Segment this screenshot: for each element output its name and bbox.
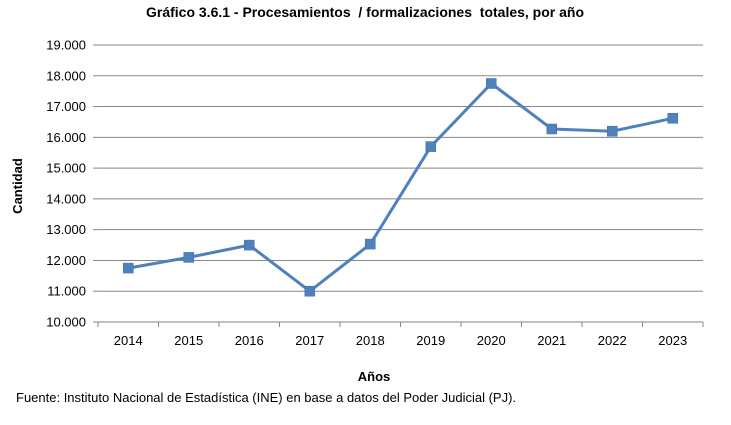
data-point-2023 bbox=[667, 113, 679, 124]
y-axis-title: Cantidad bbox=[10, 158, 25, 214]
y-tick-label: 13.000 bbox=[46, 222, 86, 237]
x-tick-label: 2022 bbox=[598, 333, 627, 348]
x-tick-label: 2019 bbox=[416, 333, 445, 348]
series-line bbox=[128, 82, 674, 293]
x-tick-label: 2014 bbox=[114, 333, 143, 348]
data-point-2016 bbox=[244, 239, 255, 251]
data-point-2014 bbox=[123, 262, 134, 274]
x-tick-label: 2016 bbox=[235, 333, 264, 348]
x-tick-label: 2023 bbox=[658, 333, 687, 348]
y-tick-label: 17.000 bbox=[46, 99, 86, 114]
x-tick-label: 2020 bbox=[477, 333, 506, 348]
data-point-2015 bbox=[183, 252, 195, 263]
y-axis-ticks: 10.000 11.000 12.000 13.000 14.000 15.000 16.0… bbox=[46, 38, 98, 330]
data-point-2017 bbox=[304, 285, 316, 297]
y-tick-label: 10.000 bbox=[46, 315, 86, 330]
y-tick-label: 14.000 bbox=[46, 191, 86, 206]
data-point-2018 bbox=[365, 238, 376, 250]
x-axis-ticks: 2014 2015 2016 2017 2018 2019 2020 2021 2022 2023 bbox=[97, 322, 704, 348]
data-point-2021 bbox=[546, 123, 558, 135]
x-tick-label: 2021 bbox=[537, 333, 566, 348]
y-tick-label: 16.000 bbox=[46, 130, 86, 145]
chart-title: Gráfico 3.6.1 - Procesamientos / formali… bbox=[146, 4, 584, 20]
gridlines bbox=[98, 44, 703, 292]
y-tick-label: 19.000 bbox=[46, 38, 86, 53]
x-tick-label: 2018 bbox=[356, 333, 385, 348]
y-tick-label: 11.000 bbox=[47, 284, 86, 299]
x-axis-title: Años bbox=[358, 369, 391, 384]
x-tick-label: 2017 bbox=[295, 333, 324, 348]
series-path bbox=[128, 82, 674, 293]
source-note: Fuente: Instituto Nacional de Estadístic… bbox=[16, 390, 517, 405]
data-point-2020 bbox=[486, 78, 497, 89]
data-point-2022 bbox=[607, 125, 618, 137]
x-tick-label: 2015 bbox=[174, 333, 203, 348]
series-markers bbox=[123, 78, 679, 297]
y-tick-label: 15.000 bbox=[46, 161, 86, 176]
y-tick-label: 12.000 bbox=[46, 253, 86, 268]
data-point-2019 bbox=[425, 141, 437, 152]
y-tick-label: 18.000 bbox=[46, 68, 86, 83]
